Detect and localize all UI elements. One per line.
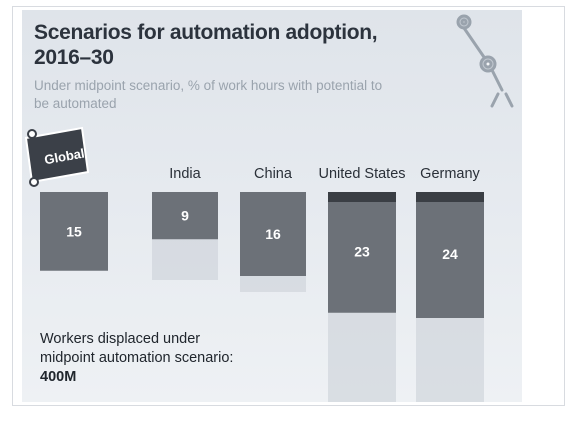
global-badge: Global [24, 126, 90, 187]
infographic-panel: Scenarios for automation adoption, 2016–… [22, 10, 522, 402]
bar-chart: India China United States Germany 15 9 16 23 24… [24, 126, 484, 402]
value-label-united-states: 23 [354, 243, 370, 259]
chart-subtitle: Under midpoint scenario, % of work hours… [34, 78, 383, 111]
bar-united-states [328, 192, 396, 313]
value-label-global: 15 [66, 223, 82, 239]
bar-global [40, 192, 108, 271]
category-label-germany: Germany [420, 166, 480, 182]
value-label-india: 9 [181, 208, 189, 224]
bar-cap-united-states [328, 192, 396, 202]
bar-germany [416, 192, 484, 318]
category-label-united-states: United States [318, 166, 405, 182]
value-label-germany: 24 [442, 246, 458, 262]
category-label-china: China [254, 166, 293, 182]
footnote-text: Workers displaced under midpoint automat… [40, 331, 234, 366]
bar-cap-germany [416, 192, 484, 202]
footnote-value: 400M [40, 369, 77, 385]
category-label-india: India [169, 166, 201, 182]
robot-arm-icon [456, 14, 514, 108]
workers-displaced-note: Workers displaced under midpoint automat… [40, 330, 240, 387]
bar-india [152, 192, 218, 240]
value-label-china: 16 [265, 226, 281, 242]
chart-title: Scenarios for automation adoption, 2016–… [34, 21, 378, 69]
global-badge-label: Global [43, 145, 85, 167]
bar-china [240, 192, 306, 276]
